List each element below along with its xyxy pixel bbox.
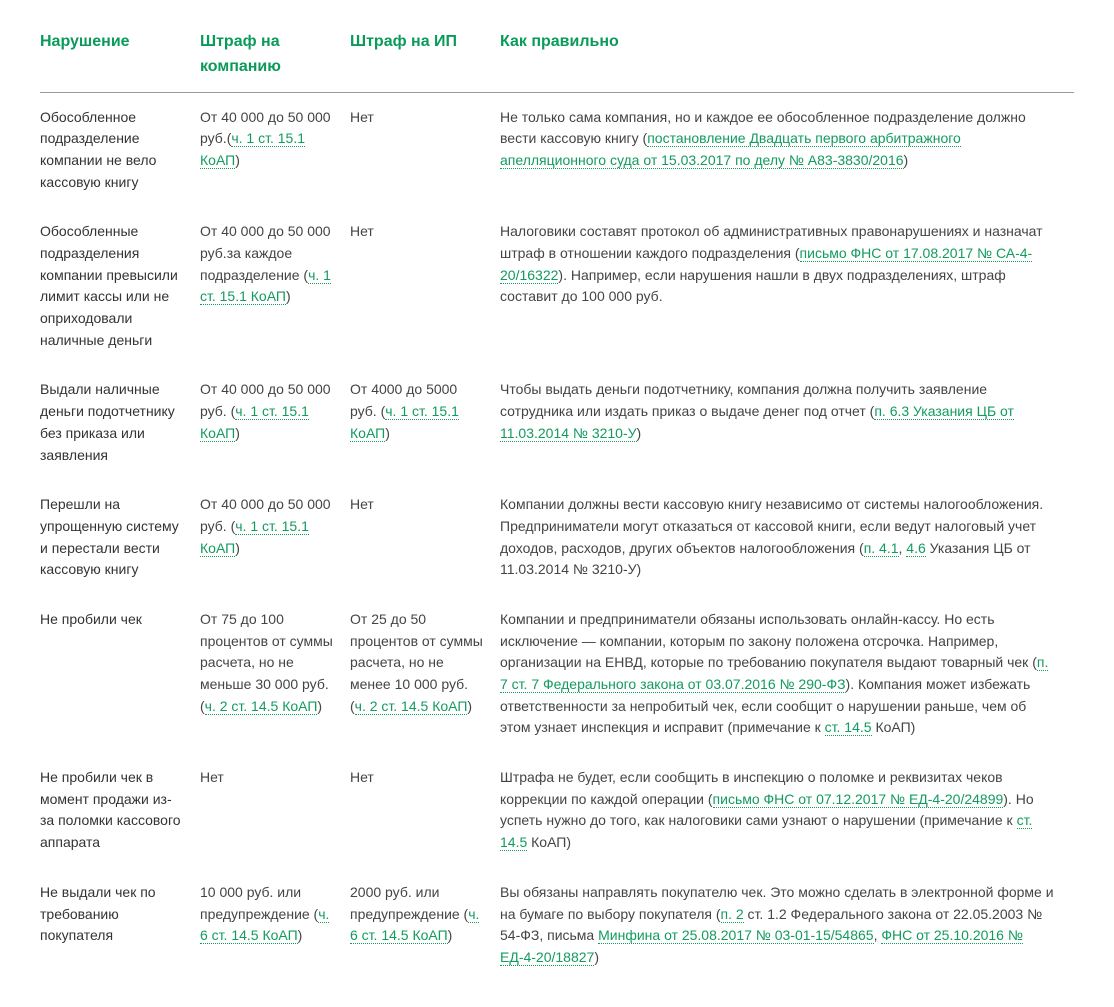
cell-ip-fine: От 25 до 50 процентов от суммы расчета, … xyxy=(350,595,500,753)
table-row: Перешли на упрощенную систему и перестал… xyxy=(40,480,1074,595)
reference-link[interactable]: ст. 14.5 xyxy=(825,719,872,736)
cell-violation: Обособленное подразделение компании не в… xyxy=(40,92,200,207)
cell-ip-fine: От 4000 до 5000 руб. (ч. 1 ст. 15.1 КоАП… xyxy=(350,365,500,480)
header-company-fine: Штраф на компанию xyxy=(200,24,350,92)
reference-link[interactable]: ч. 6 ст. 14.5 КоАП xyxy=(200,906,329,945)
cell-ip-fine: Нет xyxy=(350,207,500,365)
reference-link[interactable]: ч. 2 ст. 14.5 КоАП xyxy=(355,698,468,715)
cell-violation: Не пробили чек xyxy=(40,595,200,753)
cell-violation: Выдали наличные деньги подотчетнику без … xyxy=(40,365,200,480)
table-row: Выдали наличные деньги подотчетнику без … xyxy=(40,365,1074,480)
reference-link[interactable]: 4.6 xyxy=(906,540,925,557)
cell-violation: Не пробили чек в момент продажи из-за по… xyxy=(40,753,200,868)
cell-ip-fine: 2000 руб. или предупреждение (ч. 6 ст. 1… xyxy=(350,868,500,983)
reference-link[interactable]: письмо ФНС от 07.12.2017 № ЕД-4-20/24899 xyxy=(713,791,1004,808)
reference-link[interactable]: ч. 2 ст. 14.5 КоАП xyxy=(205,698,318,715)
cell-correct: Вы обязаны направлять покупателю чек. Эт… xyxy=(500,868,1074,983)
reference-link[interactable]: п. 2 xyxy=(721,906,744,923)
reference-link[interactable]: ч. 1 ст. 15.1 КоАП xyxy=(200,267,331,306)
cell-correct: Штрафа не будет, если сообщить в инспекц… xyxy=(500,753,1074,868)
table-row: Обособленное подразделение компании не в… xyxy=(40,92,1074,207)
reference-link[interactable]: Минфина от 25.08.2017 № 03-01-15/54865 xyxy=(598,927,873,944)
reference-link[interactable]: ст. 14.5 xyxy=(500,812,1032,851)
reference-link[interactable]: ч. 1 ст. 15.1 КоАП xyxy=(200,130,305,169)
header-violation: Нарушение xyxy=(40,24,200,92)
cell-ip-fine: Нет xyxy=(350,92,500,207)
cell-correct: Компании должны вести кассовую книгу нез… xyxy=(500,480,1074,595)
cell-company-fine: От 40 000 до 50 000 руб. (ч. 1 ст. 15.1 … xyxy=(200,365,350,480)
cell-violation: Перешли на упрощенную систему и перестал… xyxy=(40,480,200,595)
header-correct: Как правильно xyxy=(500,24,1074,92)
cell-correct: Не только сама компания, но и каждое ее … xyxy=(500,92,1074,207)
fines-table: Нарушение Штраф на компанию Штраф на ИП … xyxy=(40,24,1074,983)
header-ip-fine: Штраф на ИП xyxy=(350,24,500,92)
cell-company-fine: Нет xyxy=(200,753,350,868)
reference-link[interactable]: п. 7 ст. 7 Федерального закона от 03.07.… xyxy=(500,654,1048,693)
cell-correct: Компании и предприниматели обязаны испол… xyxy=(500,595,1074,753)
cell-correct: Чтобы выдать деньги подотчетнику, компан… xyxy=(500,365,1074,480)
cell-company-fine: От 40 000 до 50 000 руб.за каждое подраз… xyxy=(200,207,350,365)
cell-company-fine: 10 000 руб. или предупреждение (ч. 6 ст.… xyxy=(200,868,350,983)
cell-company-fine: От 40 000 до 50 000 руб. (ч. 1 ст. 15.1 … xyxy=(200,480,350,595)
reference-link[interactable]: постановление Двадцать первого арбитражн… xyxy=(500,130,961,169)
reference-link[interactable]: ч. 1 ст. 15.1 КоАП xyxy=(350,403,459,442)
table-row: Не выдали чек по требованию покупателя10… xyxy=(40,868,1074,983)
reference-link[interactable]: ч. 1 ст. 15.1 КоАП xyxy=(200,403,309,442)
reference-link[interactable]: ч. 6 ст. 14.5 КоАП xyxy=(350,906,479,945)
reference-link[interactable]: ч. 1 ст. 15.1 КоАП xyxy=(200,518,309,557)
table-row: Не пробили чек в момент продажи из-за по… xyxy=(40,753,1074,868)
cell-ip-fine: Нет xyxy=(350,480,500,595)
reference-link[interactable]: п. 6.3 Указания ЦБ от 11.03.2014 № 3210-… xyxy=(500,403,1014,442)
cell-violation: Обособленные подразделения компании прев… xyxy=(40,207,200,365)
cell-ip-fine: Нет xyxy=(350,753,500,868)
table-row: Обособленные подразделения компании прев… xyxy=(40,207,1074,365)
cell-company-fine: От 40 000 до 50 000 руб.(ч. 1 ст. 15.1 К… xyxy=(200,92,350,207)
reference-link[interactable]: письмо ФНС от 17.08.2017 № СА-4-20/16322 xyxy=(500,245,1032,284)
cell-violation: Не выдали чек по требованию покупателя xyxy=(40,868,200,983)
reference-link[interactable]: п. 4.1 xyxy=(864,540,899,557)
cell-company-fine: От 75 до 100 процентов от суммы расчета,… xyxy=(200,595,350,753)
cell-correct: Налоговики составят протокол об админист… xyxy=(500,207,1074,365)
table-header-row: Нарушение Штраф на компанию Штраф на ИП … xyxy=(40,24,1074,92)
table-row: Не пробили чекОт 75 до 100 процентов от … xyxy=(40,595,1074,753)
